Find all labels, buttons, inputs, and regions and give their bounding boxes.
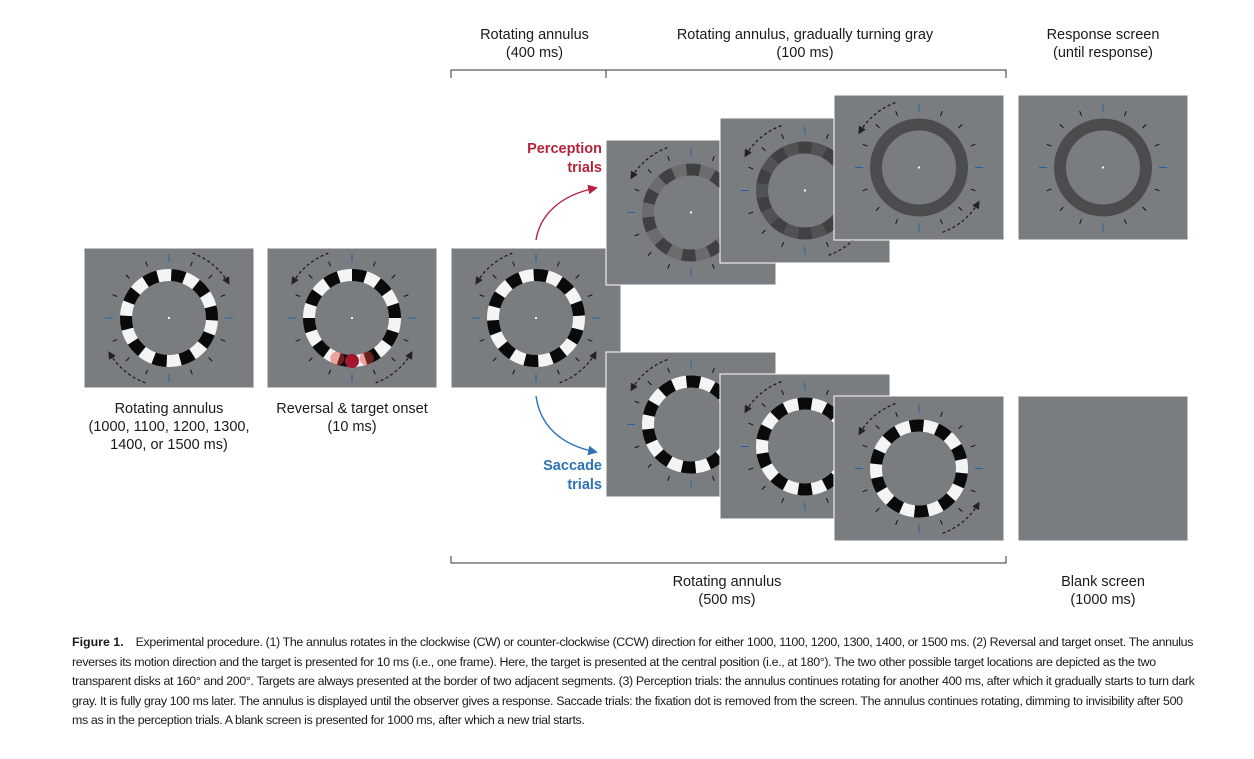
tick-marks (855, 103, 983, 232)
procedure-diagram (83, 69, 1189, 564)
tick-marks (1039, 103, 1167, 232)
rotation-arrow (744, 381, 782, 414)
label-rotating-400ms: Rotating annulus (400 ms) (480, 27, 589, 61)
rotation-arrow (942, 501, 980, 534)
tick-marks (288, 254, 416, 382)
fixation-dot (1101, 166, 1105, 169)
panel-blank-screen (1017, 395, 1189, 542)
annulus-ring (870, 118, 968, 217)
label-response-screen: Response screen (until response) (1046, 27, 1160, 61)
perception-branch-arrow (535, 184, 598, 241)
rotation-arrow (192, 252, 230, 285)
rotation-arrow (375, 351, 413, 384)
annulus-ring (869, 419, 968, 518)
tick-marks (472, 254, 600, 382)
rotation-arrow (630, 359, 668, 392)
rotation-arrow (630, 147, 668, 180)
fixation-dot (689, 211, 693, 214)
label-saccade-trials: Saccade trials (543, 458, 602, 493)
panel-saccade-3 (833, 395, 1005, 542)
figure-caption-text: Experimental procedure. (1) The annulus … (72, 635, 1195, 728)
fixation-dot (534, 316, 538, 320)
target-disks (330, 351, 374, 368)
figure-label: Figure 1. (72, 635, 124, 649)
rotation-arrow (291, 252, 329, 285)
label-blank-screen: Blank screen (1000 ms) (1061, 574, 1145, 608)
saccade-branch-arrow (535, 395, 598, 456)
annulus-ring (1054, 118, 1152, 217)
rotation-arrow (942, 200, 980, 233)
annulus-ring (120, 268, 219, 367)
fixation-dot (803, 189, 807, 192)
panel-response-screen (1017, 94, 1189, 241)
annulus-ring (303, 269, 401, 367)
label-rotating-initial: Rotating annulus (1000, 1100, 1200, 1300… (88, 401, 250, 453)
label-perception-trials: Perception trials (527, 141, 602, 176)
rotation-arrow (108, 351, 146, 384)
panel-rotating-branch (450, 247, 622, 389)
tick-marks (855, 404, 983, 533)
fixation-dot (167, 316, 171, 320)
bracket-500ms (450, 556, 1007, 564)
panel-rotating-initial (83, 247, 255, 389)
panel-reversal-target (266, 247, 438, 389)
rotation-arrow (858, 403, 896, 436)
annulus-ring (487, 268, 585, 367)
fixation-dot (350, 316, 354, 320)
rotation-arrow (475, 252, 513, 285)
bracket-100ms (606, 69, 1007, 78)
panel-perception-3 (833, 94, 1005, 241)
label-rotating-500ms: Rotating annulus (500 ms) (672, 574, 782, 608)
fixation-dot (917, 166, 921, 169)
bracket-400ms (450, 69, 607, 78)
rotation-arrow (559, 351, 597, 384)
label-reversal: Reversal & target onset (10 ms) (276, 401, 428, 435)
label-rotating-gray: Rotating annulus, gradually turning gray… (676, 27, 934, 61)
tick-marks (105, 254, 233, 382)
rotation-arrow (744, 125, 782, 158)
rotation-arrow (858, 102, 896, 135)
figure-caption: Figure 1. Experimental procedure. (1) The… (72, 633, 1200, 731)
